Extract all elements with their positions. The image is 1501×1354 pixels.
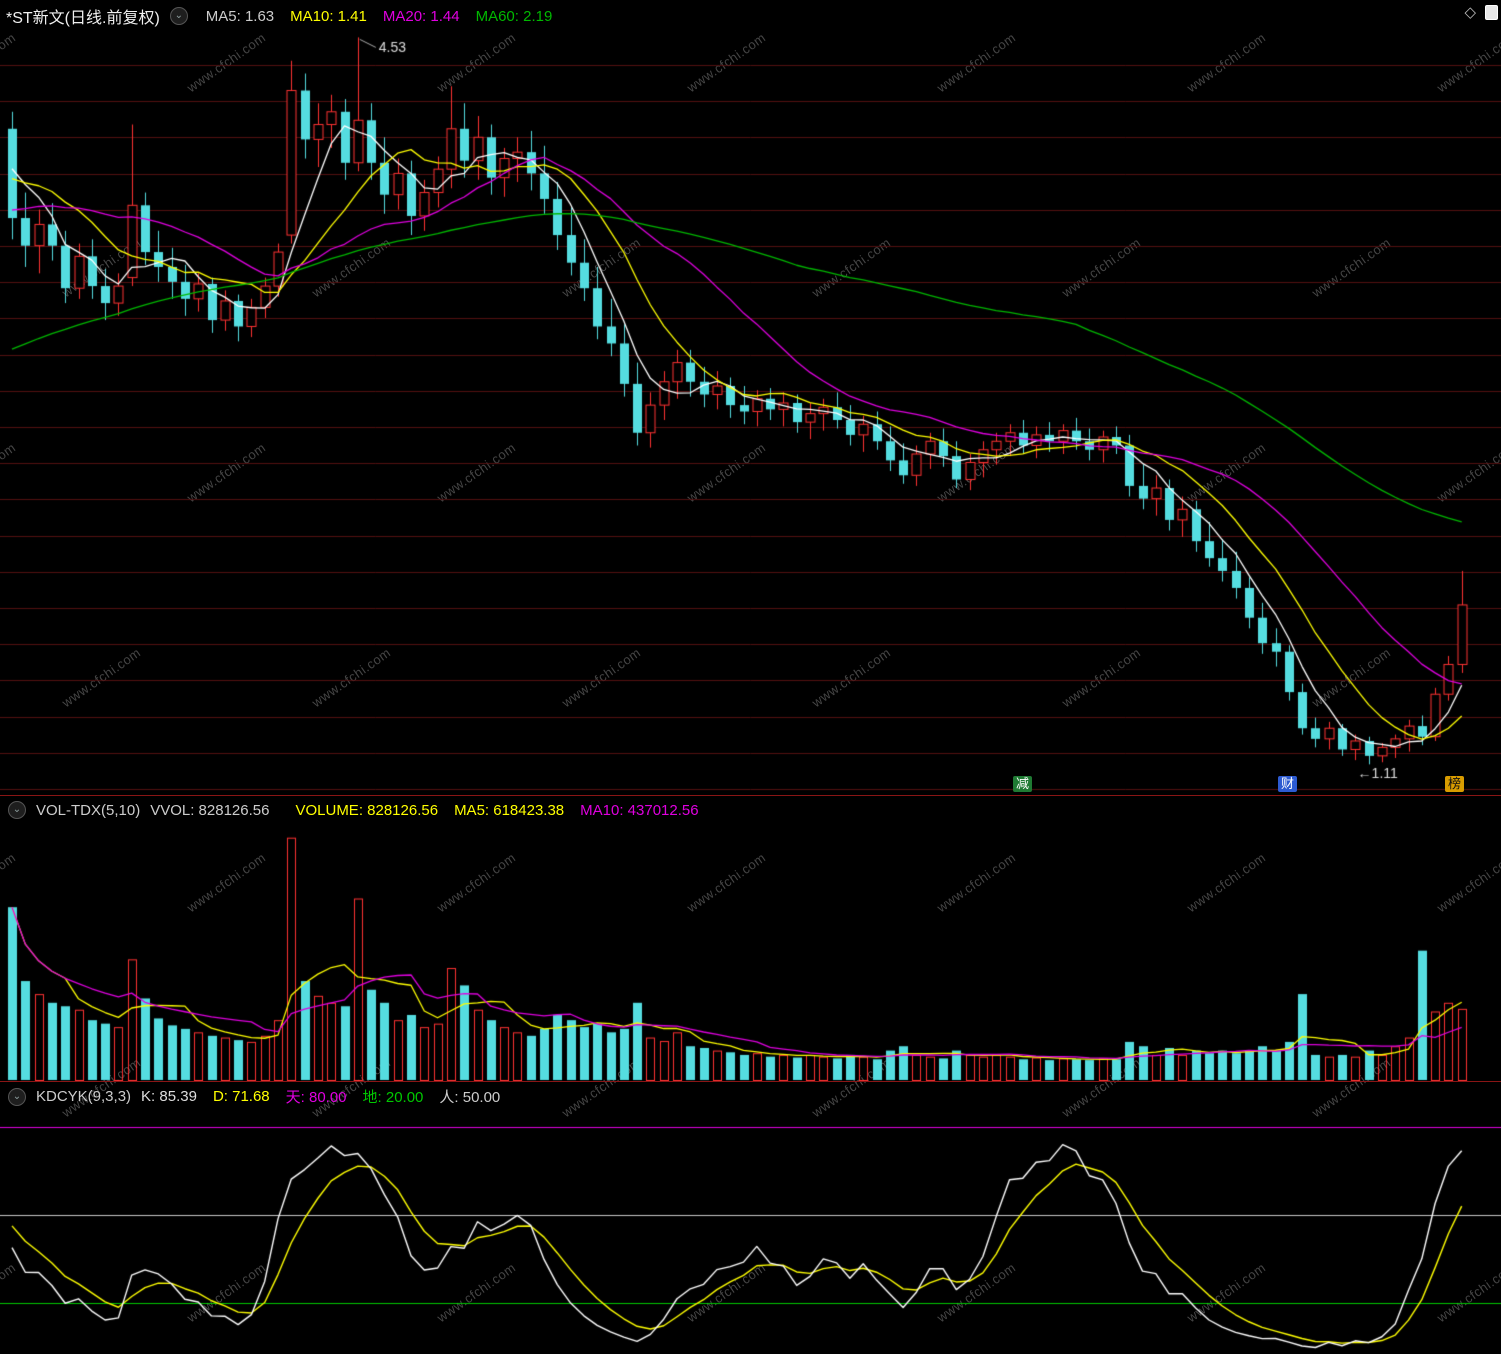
- ma10-value-label: MA10: 1.41: [290, 7, 367, 25]
- ma60-value-label: MA60: 2.19: [475, 7, 553, 25]
- kdj-lines-canvas[interactable]: [0, 1107, 1501, 1354]
- price-candlestick-canvas[interactable]: [0, 28, 1501, 795]
- chevron-down-icon: ⌄: [174, 10, 183, 21]
- volume-panel-header: ⌄ VOL-TDX(5,10) VVOL: 828126.56 VOLUME: …: [6, 801, 699, 819]
- volume-indicator-name: VOL-TDX(5,10): [36, 801, 141, 819]
- kdj-k-label: K: 85.39: [141, 1088, 197, 1105]
- reduce-badge[interactable]: 减: [1013, 776, 1033, 792]
- toolbar-icons: ◇: [1464, 3, 1498, 21]
- collapse-price-panel-toggle[interactable]: ⌄: [169, 7, 188, 25]
- panel-layout-icon[interactable]: [1485, 4, 1498, 20]
- stock-title: *ST新文(日线.前复权): [6, 10, 160, 27]
- volume-ma5-label: MA5: 618423.38: [454, 801, 565, 819]
- kdj-indicator-name: KDCYK(9,3,3): [36, 1088, 132, 1105]
- volume-value-label: VOLUME: 828126.56: [295, 801, 439, 819]
- chevron-down-icon: ⌄: [12, 1090, 22, 1102]
- rank-badge[interactable]: 榜: [1445, 776, 1465, 792]
- diamond-tool-icon[interactable]: ◇: [1464, 4, 1476, 21]
- collapse-kdj-panel-toggle[interactable]: ⌄: [8, 1087, 26, 1106]
- chevron-down-icon: ⌄: [12, 804, 22, 815]
- kdj-d-label: D: 71.68: [212, 1088, 270, 1105]
- ma20-value-label: MA20: 1.44: [382, 7, 460, 25]
- kdj-ren-label: 人: 50.00: [439, 1089, 501, 1106]
- kdj-tian-label: 天: 80.00: [285, 1089, 347, 1106]
- price-volume-divider: [0, 795, 1501, 796]
- volume-bars-canvas[interactable]: [0, 824, 1501, 1081]
- finance-badge[interactable]: 财: [1278, 776, 1298, 792]
- vvol-value-label: VVOL: 828126.56: [150, 801, 270, 819]
- collapse-volume-panel-toggle[interactable]: ⌄: [8, 801, 26, 819]
- volume-kdj-divider: [0, 1081, 1501, 1082]
- volume-ma10-label: MA10: 437012.56: [580, 801, 699, 819]
- kdj-di-label: 地: 20.00: [362, 1089, 424, 1106]
- kdj-panel-header: ⌄ KDCYK(9,3,3) K: 85.39 D: 71.68 天: 80.0…: [6, 1086, 500, 1107]
- ma5-value-label: MA5: 1.63: [205, 7, 275, 25]
- price-panel-header: *ST新文(日线.前复权) ⌄ MA5: 1.63 MA10: 1.41 MA2…: [6, 4, 552, 28]
